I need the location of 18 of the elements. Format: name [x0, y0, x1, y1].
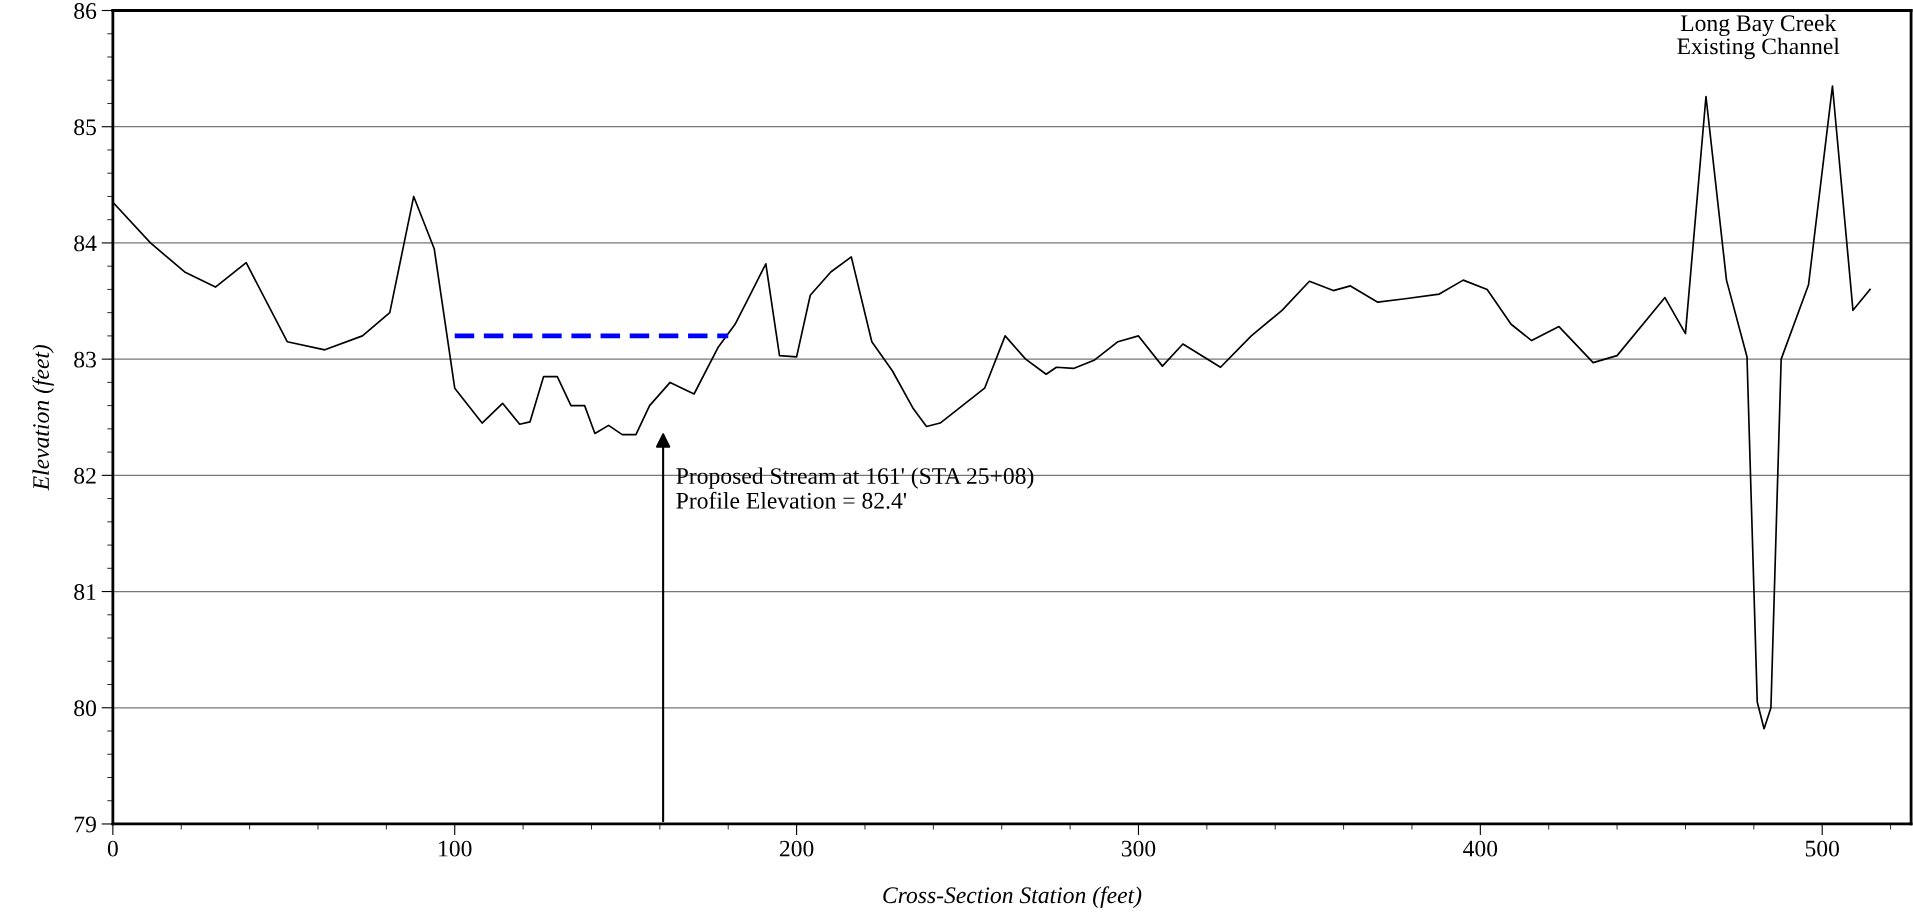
y-axis-title: Elevation (feet) [32, 344, 54, 491]
x-tick-label: 200 [779, 840, 814, 857]
y-tick-label: 85 [74, 119, 96, 136]
y-tick-label: 82 [74, 467, 96, 484]
x-tick-label: 300 [1121, 840, 1156, 857]
y-tick-label: 79 [74, 816, 96, 833]
x-axis-title: Cross-Section Station (feet) [883, 886, 1142, 909]
x-tick-label: 500 [1805, 840, 1840, 857]
y-tick-label: 84 [74, 235, 97, 252]
x-tick-label: 400 [1463, 840, 1498, 857]
annotation: Proposed Stream at 161' (STA 25+08) Profile Elevation = 82.4' [676, 467, 1034, 509]
y-tick-label: 83 [74, 351, 96, 368]
y-tick-label: 81 [74, 584, 96, 600]
annotation: Long Bay Creek Existing Channel [1677, 14, 1840, 60]
x-tick-label: 0 [107, 840, 118, 857]
x-tick-label: 100 [439, 840, 472, 857]
y-tick-label: 80 [74, 700, 96, 717]
y-tick-label: 86 [74, 3, 97, 19]
